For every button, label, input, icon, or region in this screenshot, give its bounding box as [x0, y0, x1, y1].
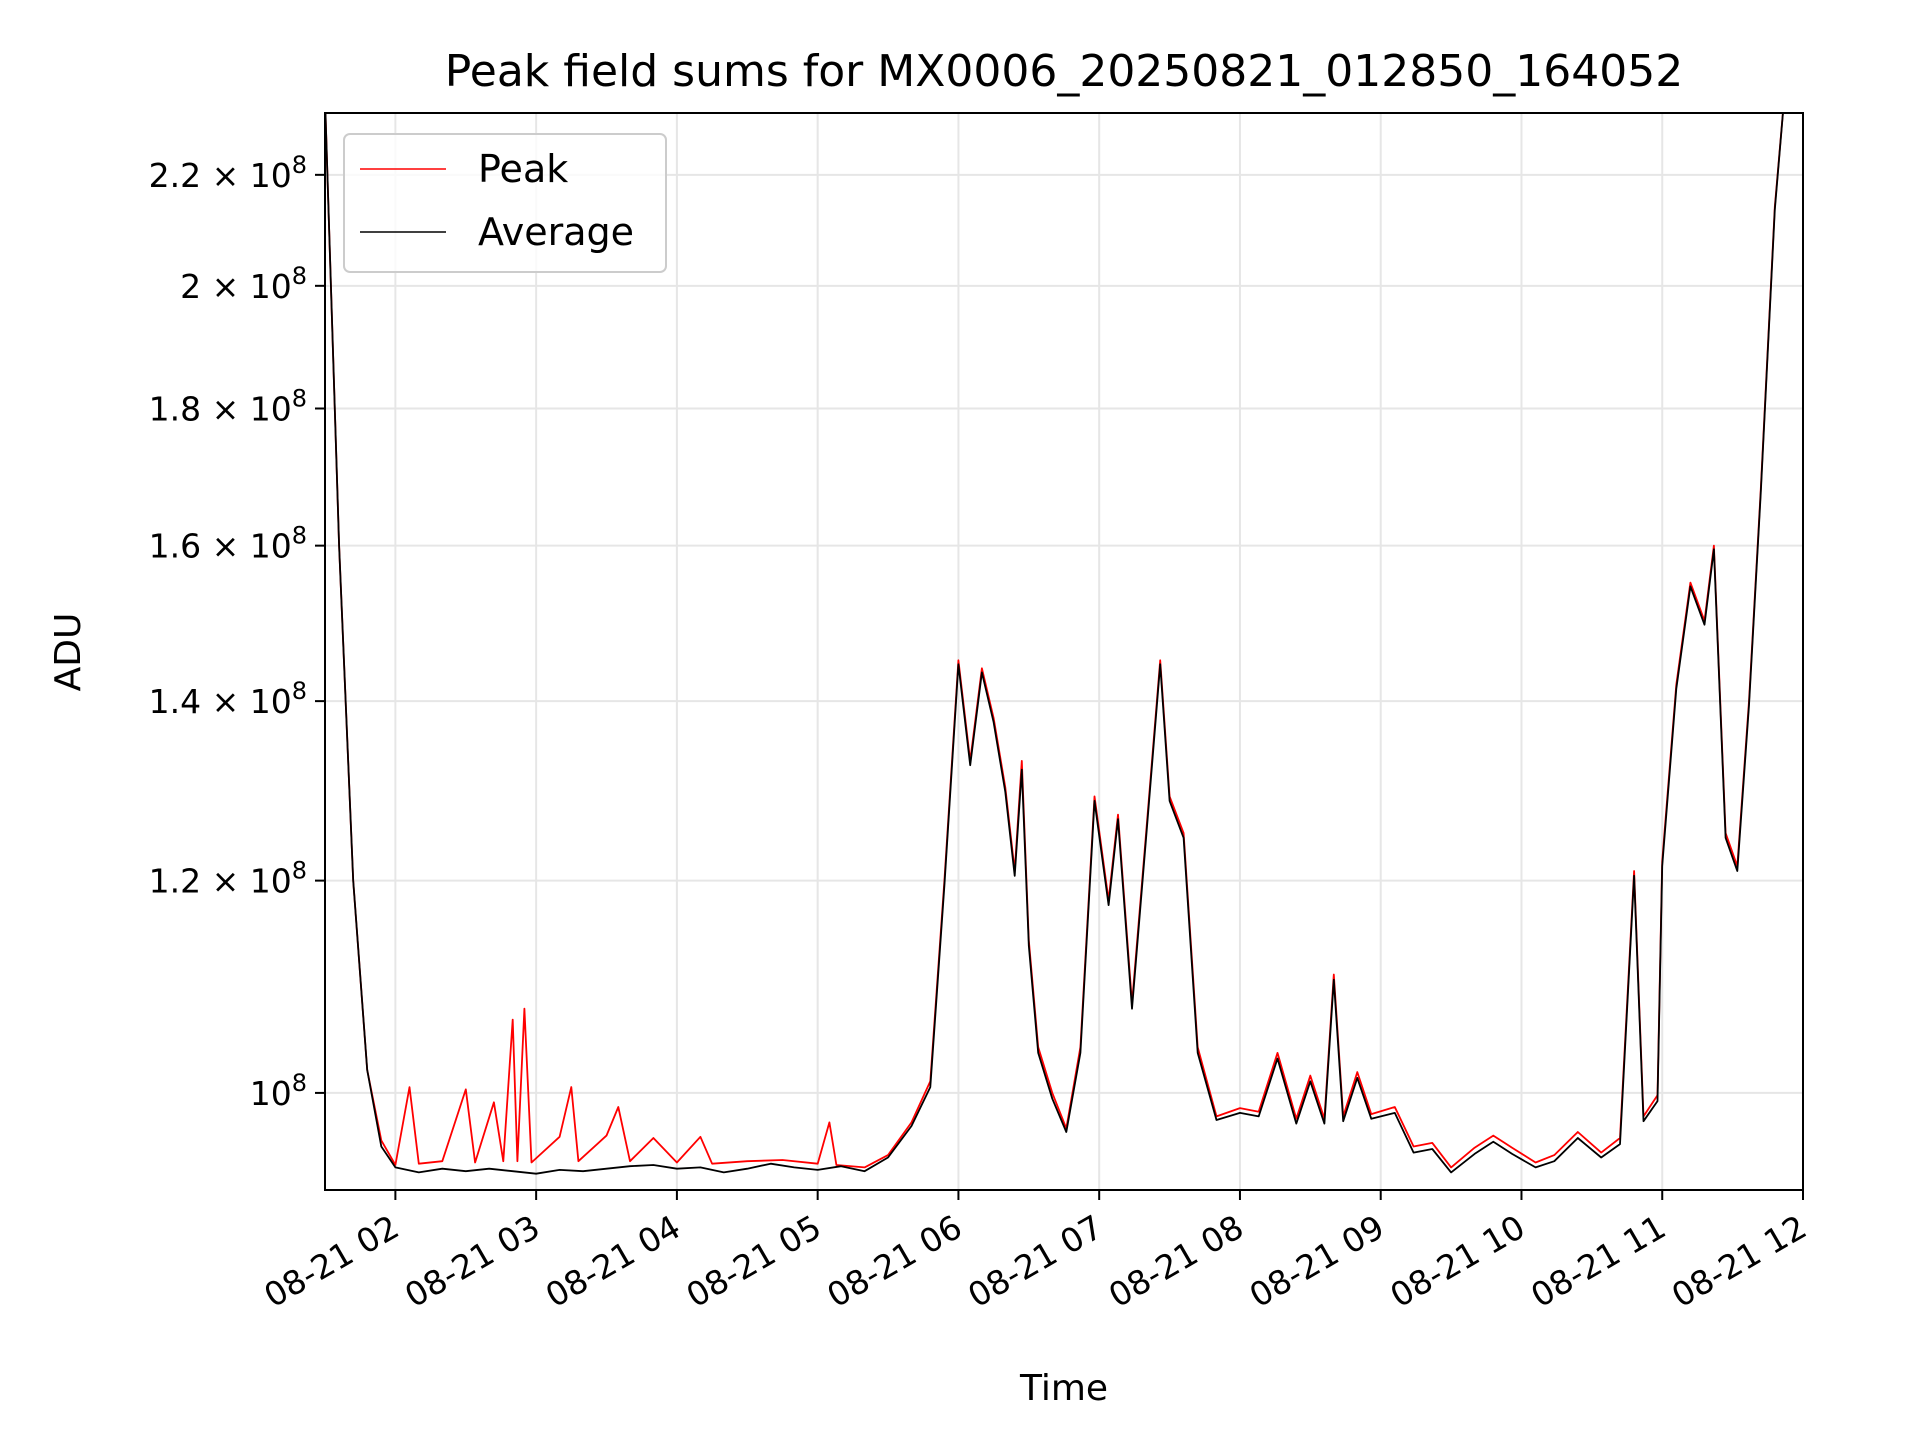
x-tick-label: 08-21 11 — [1524, 1207, 1672, 1315]
y-tick-label: 1.8 × 108 — [149, 384, 307, 428]
y-tick-label: 2.2 × 108 — [149, 151, 307, 195]
x-tick-label: 08-21 12 — [1665, 1207, 1813, 1315]
plot-frame — [324, 112, 1804, 1191]
x-tick-label: 08-21 05 — [680, 1207, 828, 1315]
x-tick-label: 08-21 10 — [1383, 1207, 1531, 1315]
legend-peak-label: Peak — [478, 147, 568, 191]
x-tick-label: 08-21 04 — [539, 1207, 687, 1315]
y-tick-label: 108 — [250, 1069, 307, 1113]
legend: Peak Average — [343, 133, 667, 273]
x-tick-label: 08-21 09 — [1243, 1207, 1391, 1315]
y-axis-label: ADU — [48, 613, 89, 692]
y-tick-label: 1.2 × 108 — [149, 857, 307, 901]
x-tick-label: 08-21 02 — [257, 1207, 405, 1315]
x-axis-label: Time — [1019, 1368, 1108, 1409]
y-ticks: 108 1.2 × 108 1.4 × 108 1.6 × 108 1.8 × 108 2… — [149, 151, 325, 1113]
y-tick-label: 1.4 × 108 — [149, 677, 307, 721]
x-tick-label: 08-21 03 — [398, 1207, 546, 1315]
x-tick-label: 08-21 08 — [1102, 1207, 1250, 1315]
series-lines — [325, 113, 1784, 1175]
series-group — [325, 113, 1784, 1175]
x-tick-label: 08-21 06 — [820, 1207, 968, 1315]
x-tick-label: 08-21 07 — [961, 1207, 1109, 1315]
series-line-average — [325, 113, 1784, 1175]
legend-average-label: Average — [478, 210, 634, 254]
chart-title: Peak field sums for MX0006_20250821_0128… — [445, 46, 1683, 97]
grid — [325, 113, 1804, 1190]
y-tick-label: 2 × 108 — [180, 262, 307, 306]
y-tick-label: 1.6 × 108 — [149, 522, 307, 566]
